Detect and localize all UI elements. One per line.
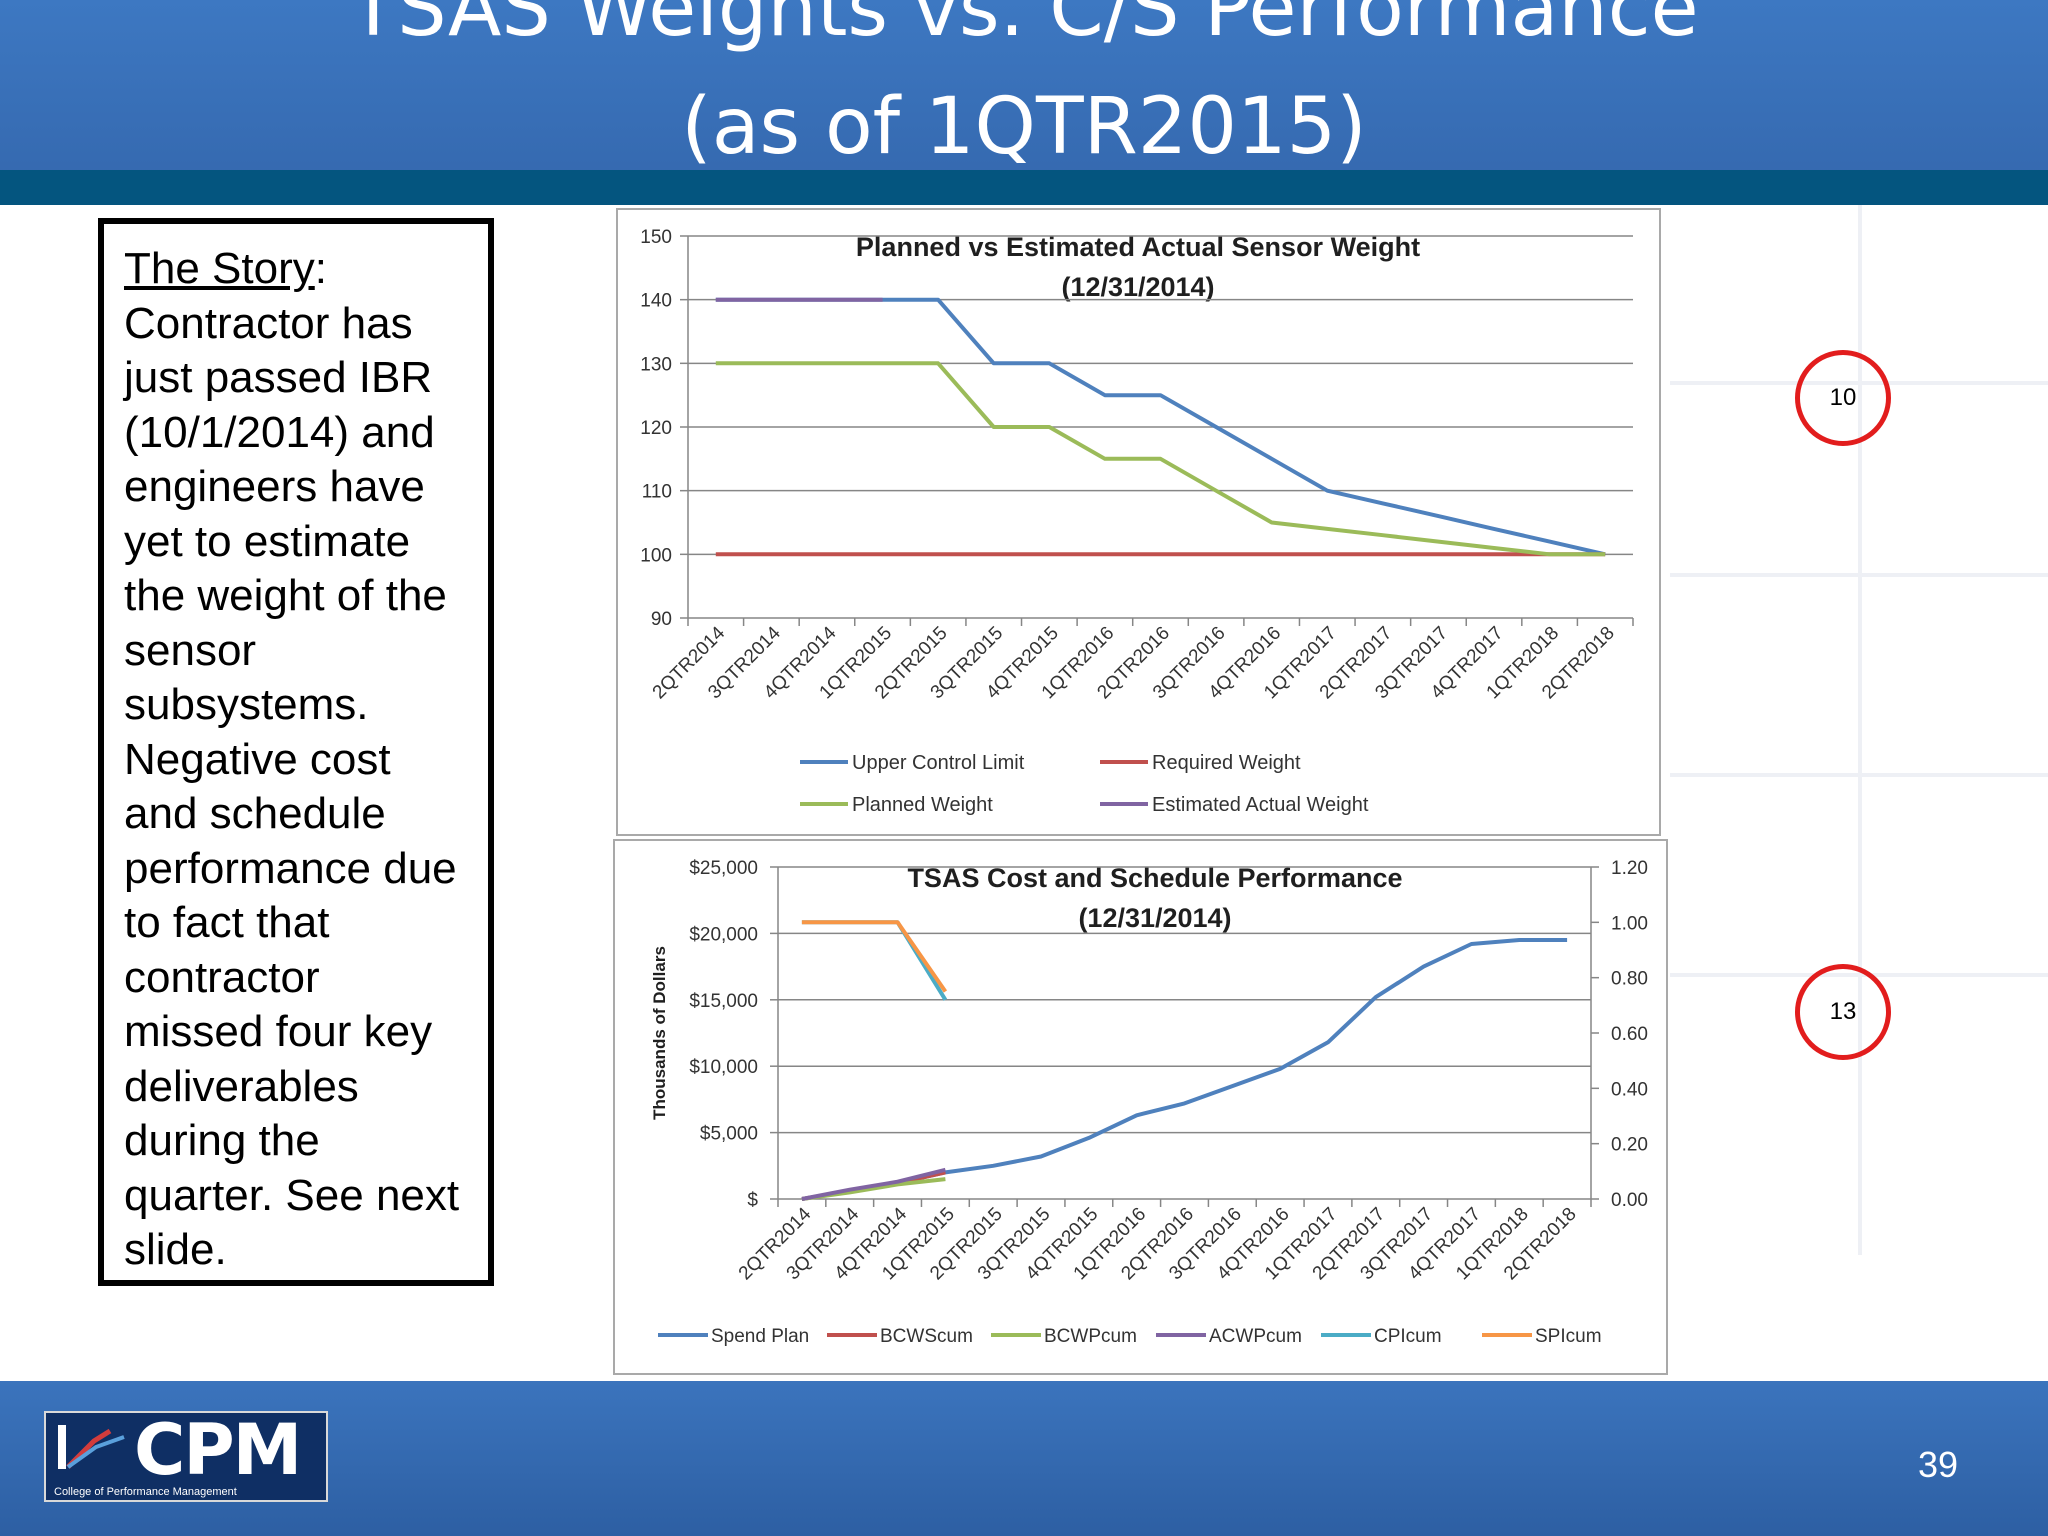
weight-chart: Planned vs Estimated Actual Sensor Weigh… — [616, 208, 1661, 836]
legend-label: CPIcum — [1374, 1326, 1442, 1347]
series-line-spicum — [801, 920, 948, 993]
weight-chart-svg: Planned vs Estimated Actual Sensor Weigh… — [640, 227, 1634, 816]
y-tick-label: 90 — [651, 609, 672, 630]
story-textbox: The Story: Contractor has just passed IB… — [98, 218, 494, 1286]
legend-label: BCWScum — [880, 1326, 973, 1347]
cost-schedule-chart: TSAS Cost and Schedule Performance (12/31… — [613, 839, 1668, 1375]
y2-tick-label: 0.80 — [1611, 969, 1648, 990]
y-tick-label: $20,000 — [689, 924, 758, 945]
callout-circle-10: 10 — [1795, 350, 1891, 446]
cost-schedule-chart-svg: TSAS Cost and Schedule Performance (12/31… — [650, 858, 1648, 1347]
y-tick-label: $25,000 — [689, 858, 758, 879]
header-band — [0, 170, 2048, 205]
slide-title: TSAS Weights vs. C/S Performance — [349, 0, 1699, 54]
y-tick-label: 110 — [642, 482, 672, 503]
slide-subtitle: (as of 1QTR2015) — [681, 82, 1367, 172]
callout-circle-13: 13 — [1795, 964, 1891, 1060]
y-tick-label: 150 — [640, 227, 672, 248]
legend-label: Estimated Actual Weight — [1152, 794, 1369, 816]
y-tick-label: $ — [747, 1190, 758, 1211]
story-heading: The Story — [124, 244, 315, 293]
y2-tick-label: 1.00 — [1611, 913, 1648, 934]
story-body: Contractor has just passed IBR (10/1/201… — [124, 298, 460, 1275]
legend-label: Planned Weight — [852, 794, 993, 816]
cpm-logo: CPM College of Performance Management — [44, 1409, 328, 1502]
chart-title: TSAS Cost and Schedule Performance — [907, 863, 1402, 893]
chart-subtitle: (12/31/2014) — [1078, 903, 1231, 933]
y2-tick-label: 0.60 — [1611, 1024, 1648, 1045]
slide-header: TSAS Weights vs. C/S Performance (as of … — [0, 0, 2048, 205]
y-axis-label: Thousands of Dollars — [650, 946, 669, 1120]
slide-number: 39 — [1918, 1444, 1959, 1485]
chart-title: Planned vs Estimated Actual Sensor Weigh… — [856, 232, 1420, 262]
y-tick-label: 140 — [640, 291, 672, 312]
y2-tick-label: 0.20 — [1611, 1135, 1648, 1156]
logo-text: CPM — [134, 1409, 302, 1491]
legend-label: BCWPcum — [1044, 1326, 1137, 1347]
legend-label: ACWPcum — [1209, 1326, 1302, 1347]
series-line-acwpcum — [801, 1167, 946, 1201]
legend-label: Spend Plan — [711, 1326, 809, 1347]
y-tick-label: 120 — [640, 418, 672, 439]
y2-tick-label: 1.20 — [1611, 858, 1648, 879]
logo-swoosh-icon — [58, 1425, 125, 1469]
y-tick-label: $5,000 — [700, 1124, 758, 1145]
series-line-planned-weight — [715, 361, 1606, 557]
y-tick-label: 100 — [640, 545, 672, 566]
legend-label: SPIcum — [1535, 1326, 1602, 1347]
logo-subtext: College of Performance Management — [54, 1486, 237, 1498]
y2-tick-label: 0.00 — [1611, 1190, 1648, 1211]
legend-label: Upper Control Limit — [852, 752, 1025, 774]
y-tick-label: 130 — [640, 354, 672, 375]
y2-tick-label: 0.40 — [1611, 1079, 1648, 1100]
series-line-spend plan — [801, 938, 1568, 1201]
slide-footer — [0, 1381, 2048, 1536]
y-tick-label: $15,000 — [689, 991, 758, 1012]
legend-label: Required Weight — [1152, 752, 1301, 774]
y-tick-label: $10,000 — [689, 1057, 758, 1078]
story-heading-colon: : — [314, 244, 327, 293]
chart-subtitle: (12/31/2014) — [1061, 272, 1214, 302]
